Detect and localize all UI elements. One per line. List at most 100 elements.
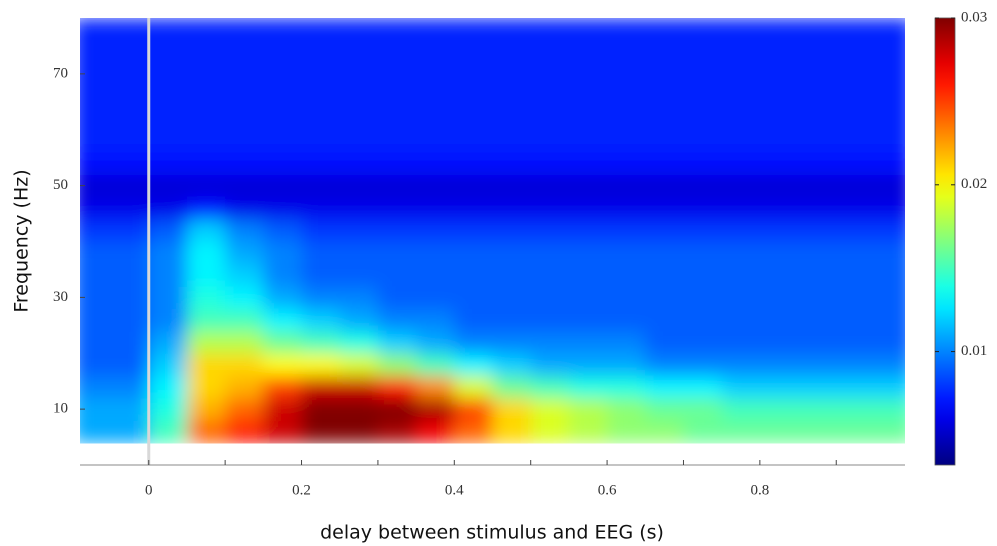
heat-cell [301,308,341,332]
heat-cell [607,397,646,421]
heat-cell [683,397,723,421]
heat-cell [301,353,341,377]
heat-cell [874,241,905,265]
heat-cell [568,18,608,41]
heat-cell [110,286,150,310]
heat-cell [80,196,112,220]
heat-cell [836,40,875,64]
heat-cell [798,40,837,64]
colorbar-tick-label: 0.03 [961,9,987,25]
heat-cell [377,219,417,242]
heat-cell [759,263,799,287]
y-axis-label: Frequency (Hz) [11,169,33,312]
heat-cell [110,308,150,332]
heat-cell [607,375,646,399]
heat-cell [110,107,150,131]
heat-cell [836,85,875,108]
heat-cell [530,107,570,131]
heat-cell [530,219,570,242]
heat-cell [186,219,226,242]
heat-cell [721,62,761,86]
heat-cell [301,397,341,421]
heat-cell [148,18,188,41]
heat-cell [836,152,875,175]
heat-cell [798,375,837,399]
heat-cell [874,308,905,332]
heat-cell [301,174,341,198]
heat-cell [416,263,455,287]
heat-cell [530,196,570,220]
heat-cell [759,62,799,86]
heat-cell [836,241,875,265]
heat-cell [568,129,608,153]
heat-cell [645,241,684,265]
heat-cell [607,107,646,131]
heat-cell [568,174,608,198]
heat-cell [874,353,905,377]
heat-cell [530,62,570,86]
heat-cell [301,152,341,175]
heat-cell [492,18,532,41]
heat-cell [225,107,264,131]
heat-cell [798,286,837,310]
heat-cell [186,129,226,153]
heat-cell [225,241,264,265]
heat-cell [148,420,188,444]
heat-cell [454,40,493,64]
heat-cell [186,107,226,131]
heat-cell [568,219,608,242]
heat-cell [798,152,837,175]
heat-cell [377,174,417,198]
heat-cell [645,353,684,377]
heat-cell [607,263,646,287]
heat-cell [836,196,875,220]
heat-cell [186,353,226,377]
heat-cell [721,375,761,399]
heat-cell [492,219,532,242]
heat-cell [683,174,723,198]
heat-cell [186,85,226,108]
heat-cell [683,330,723,354]
heat-cell [874,85,905,108]
heat-cell [836,353,875,377]
heat-cell [492,107,532,131]
heat-cell [80,263,112,287]
heat-cell [110,420,150,444]
heat-cell [721,174,761,198]
heat-cell [225,40,264,64]
heat-cell [80,85,112,108]
heat-cell [263,85,303,108]
heat-cell [301,107,341,131]
heat-cell [836,62,875,86]
heatmap [80,18,905,444]
heat-cell [683,62,723,86]
heat-cell [454,397,493,421]
heat-cell [339,219,379,242]
heat-cell [416,375,455,399]
heat-cell [836,375,875,399]
heat-cell [339,330,379,354]
heat-cell [759,219,799,242]
heat-cell [301,375,341,399]
heat-cell [759,286,799,310]
heat-cell [836,308,875,332]
heat-cell [186,241,226,265]
heat-cell [225,85,264,108]
heat-cell [80,62,112,86]
heat-cell [759,308,799,332]
heat-cell [148,107,188,131]
colorbar-tick-label: 0.02 [961,176,987,192]
heat-cell [110,241,150,265]
heat-cell [798,129,837,153]
heat-cell [454,308,493,332]
heat-cell [186,174,226,198]
heat-cell [148,241,188,265]
heat-cell [798,241,837,265]
heat-cell [110,62,150,86]
heat-cell [759,375,799,399]
heat-cell [874,397,905,421]
heat-cell [530,330,570,354]
heat-cell [301,420,341,444]
heat-cell [683,375,723,399]
heat-cell [186,286,226,310]
